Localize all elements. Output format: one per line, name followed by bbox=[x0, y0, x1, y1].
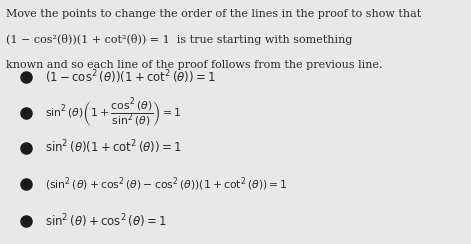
Text: $\sin^2(\theta) + \cos^2(\theta) = 1$: $\sin^2(\theta) + \cos^2(\theta) = 1$ bbox=[45, 212, 167, 230]
Text: $\sin^2(\theta)(1 + \cot^2(\theta)) = 1$: $\sin^2(\theta)(1 + \cot^2(\theta)) = 1$ bbox=[45, 139, 182, 156]
Text: $(\sin^2(\theta) + \cos^2(\theta) - \cos^2(\theta))(1 + \cot^2(\theta)) = 1$: $(\sin^2(\theta) + \cos^2(\theta) - \cos… bbox=[45, 175, 288, 193]
Text: Move the points to change the order of the lines in the proof to show that: Move the points to change the order of t… bbox=[6, 9, 421, 19]
Text: (1 − cos²(θ))(1 + cot²(θ)) = 1  is true starting with something: (1 − cos²(θ))(1 + cot²(θ)) = 1 is true s… bbox=[6, 34, 352, 45]
Text: $(1 - \cos^2(\theta))(1 + \cot^2(\theta)) = 1$: $(1 - \cos^2(\theta))(1 + \cot^2(\theta)… bbox=[45, 68, 216, 86]
Text: known and so each line of the proof follows from the previous line.: known and so each line of the proof foll… bbox=[6, 60, 382, 70]
Text: $\sin^2(\theta)\left(1 + \dfrac{\cos^2(\theta)}{\sin^2(\theta)}\right) = 1$: $\sin^2(\theta)\left(1 + \dfrac{\cos^2(\… bbox=[45, 97, 181, 130]
